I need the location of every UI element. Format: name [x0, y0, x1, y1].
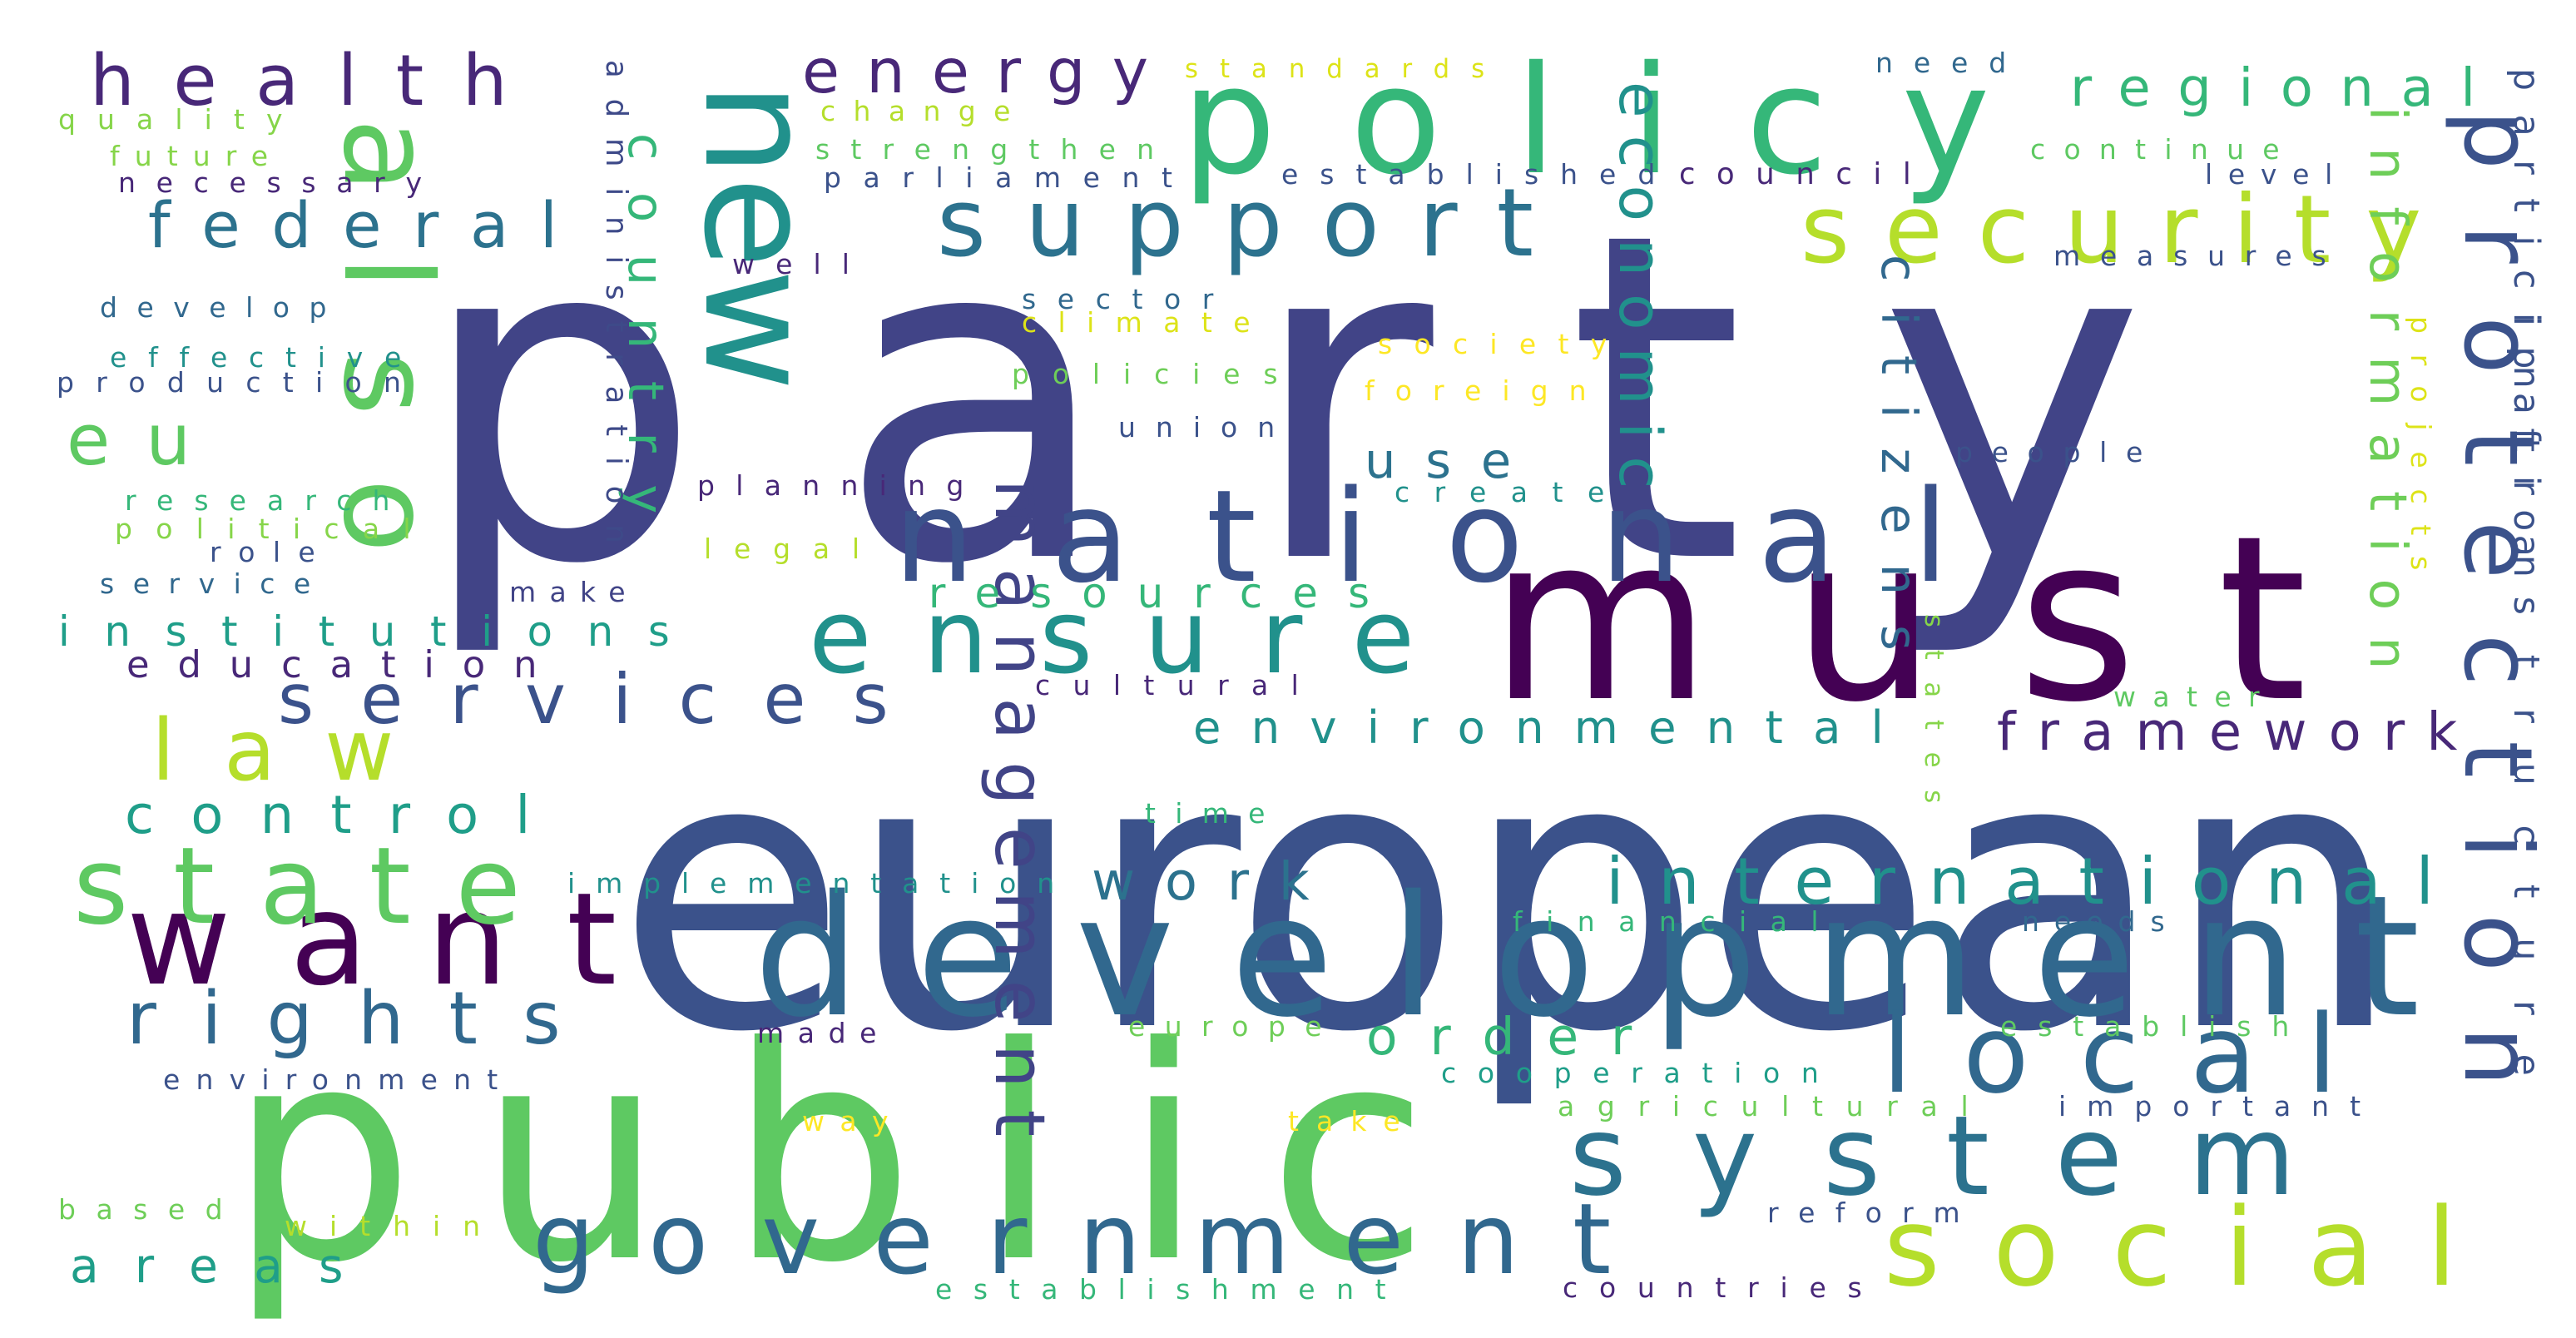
word-rights: rights	[126, 976, 606, 1062]
word-policy: policy	[1181, 33, 2064, 208]
word-law: law	[151, 701, 443, 800]
word-projects: projects	[2405, 316, 2437, 592]
word-within: within	[285, 1209, 503, 1242]
word-parliament: parliament	[824, 161, 1195, 194]
word-sector: sector	[1022, 282, 1235, 315]
word-planning: planning	[697, 468, 985, 502]
word-role: role	[210, 535, 334, 568]
word-order: order	[1366, 1007, 1665, 1067]
word-strengthen: strengthen	[815, 132, 1176, 166]
word-establishment: establishment	[935, 1272, 1408, 1306]
word-areas: areas	[70, 1239, 379, 1295]
word-development: development	[754, 860, 2477, 1055]
word-council: council	[1679, 157, 1933, 192]
word-future: future	[110, 139, 284, 172]
word-system: system	[1569, 1093, 2361, 1222]
word-ensure: ensure	[809, 577, 1467, 697]
word-economic: economic	[1606, 82, 1675, 507]
word-framework: framework	[1997, 701, 2479, 764]
word-state: state	[73, 825, 566, 949]
word-work: work	[1092, 851, 1340, 914]
word-environment: environment	[163, 1063, 514, 1096]
word-need: need	[1875, 46, 2028, 79]
word-implementation: implementation	[567, 866, 1076, 899]
word-europe: europe	[1128, 1009, 1341, 1043]
word-legal: legal	[704, 532, 882, 565]
word-water: water	[2113, 680, 2277, 713]
word-established: established	[1281, 157, 1677, 191]
word-union: union	[1118, 410, 1295, 444]
word-made: made	[757, 1016, 891, 1049]
word-develop: develop	[100, 290, 346, 324]
word-support: support	[937, 168, 1573, 279]
word-make: make	[509, 575, 639, 608]
word-based: based	[58, 1192, 244, 1226]
word-people: people	[1955, 435, 2162, 468]
word-eu: eu	[67, 399, 226, 483]
word-way: way	[802, 1104, 904, 1137]
word-production: production	[57, 365, 424, 399]
word-international: international	[1606, 845, 2469, 919]
word-service: service	[100, 567, 329, 600]
word-measures: measures	[2053, 239, 2346, 272]
word-standards: standards	[1185, 54, 1507, 84]
word-cooperation: cooperation	[1441, 1056, 1840, 1089]
word-important: important	[2058, 1089, 2382, 1122]
word-political: political	[115, 512, 434, 545]
word-national: national	[894, 463, 2025, 612]
word-research: research	[125, 483, 411, 517]
word-services: services	[278, 659, 936, 740]
word-social: social	[1884, 1184, 2510, 1311]
word-public: public	[228, 984, 1493, 1327]
word-resources: resources	[929, 568, 1400, 617]
word-new: new	[671, 82, 845, 392]
word-institutions: institutions	[58, 607, 705, 656]
word-must: must	[1489, 486, 2389, 752]
word-continue: continue	[2030, 132, 2298, 166]
word-quality: quality	[58, 102, 305, 136]
word-energy: energy	[802, 37, 1176, 108]
word-take: take	[1288, 1104, 1418, 1137]
word-want: want	[126, 866, 676, 1015]
word-change: change	[820, 94, 1028, 127]
word-well: well	[732, 247, 871, 280]
word-participation: participation	[2505, 68, 2546, 602]
word-create: create	[1395, 475, 1629, 508]
word-foreign: foreign	[1365, 374, 1608, 407]
word-effective: effective	[110, 340, 424, 374]
word-citizens: citizens	[1870, 255, 1928, 681]
word-use: use	[1365, 431, 1542, 489]
word-climate: climate	[1022, 305, 1271, 339]
word-local: local	[1882, 991, 2388, 1117]
word-environmental: environmental	[1193, 701, 1915, 755]
word-administration: administration	[599, 60, 633, 564]
word-countries: countries	[1563, 1271, 1884, 1304]
word-needs: needs	[2022, 904, 2180, 938]
word-reform: reform	[1767, 1196, 1980, 1229]
word-government: government	[533, 1181, 1665, 1296]
word-policies: policies	[1012, 357, 1301, 390]
word-federal: federal	[148, 189, 589, 263]
word-financial: financial	[1513, 904, 1843, 938]
word-health: health	[90, 40, 547, 123]
word-european: european	[616, 676, 2403, 1115]
word-agricultural: agricultural	[1558, 1089, 1992, 1122]
word-establish: establish	[2000, 1009, 2311, 1043]
word-states: states	[1919, 614, 1948, 825]
word-education: education	[126, 642, 566, 687]
word-necessary: necessary	[118, 166, 443, 199]
word-control: control	[125, 785, 567, 847]
word-time: time	[1145, 796, 1285, 830]
word-cultural: cultural	[1035, 668, 1322, 701]
word-level: level	[2205, 157, 2348, 191]
word-regional: regional	[2070, 57, 2503, 120]
word-party: party	[416, 137, 2280, 664]
word-society: society	[1378, 327, 1629, 360]
word-security: security	[1801, 175, 2457, 285]
